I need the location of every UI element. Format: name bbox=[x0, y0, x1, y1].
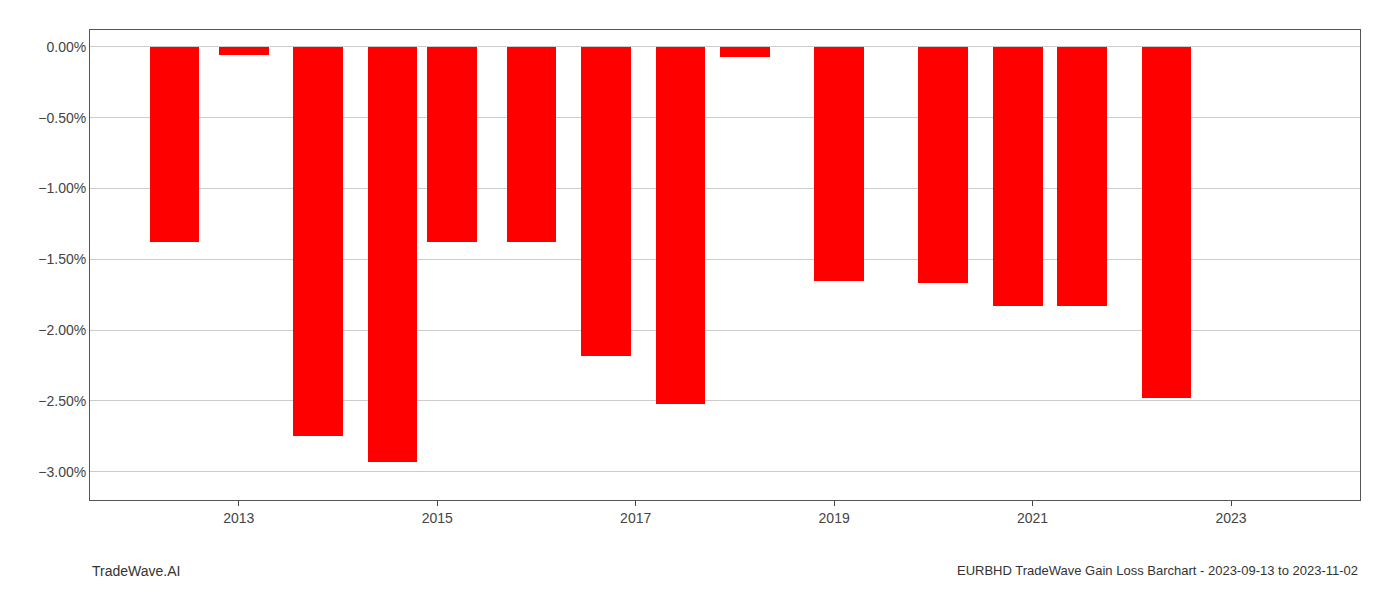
svg-text:2017: 2017 bbox=[620, 510, 651, 526]
svg-text:2019: 2019 bbox=[819, 510, 850, 526]
svg-text:−2.50%: −2.50% bbox=[38, 393, 86, 409]
svg-text:2021: 2021 bbox=[1017, 510, 1048, 526]
svg-text:2023: 2023 bbox=[1215, 510, 1246, 526]
svg-text:EURBHD TradeWave Gain Loss Bar: EURBHD TradeWave Gain Loss Barchart - 20… bbox=[957, 563, 1358, 578]
svg-text:TradeWave.AI: TradeWave.AI bbox=[92, 563, 180, 579]
svg-text:−2.00%: −2.00% bbox=[38, 322, 86, 338]
svg-text:−3.00%: −3.00% bbox=[38, 464, 86, 480]
svg-text:2013: 2013 bbox=[223, 510, 254, 526]
svg-text:−1.00%: −1.00% bbox=[38, 180, 86, 196]
svg-text:0.00%: 0.00% bbox=[46, 39, 86, 55]
svg-text:2015: 2015 bbox=[422, 510, 453, 526]
svg-text:−1.50%: −1.50% bbox=[38, 251, 86, 267]
svg-text:−0.50%: −0.50% bbox=[38, 110, 86, 126]
